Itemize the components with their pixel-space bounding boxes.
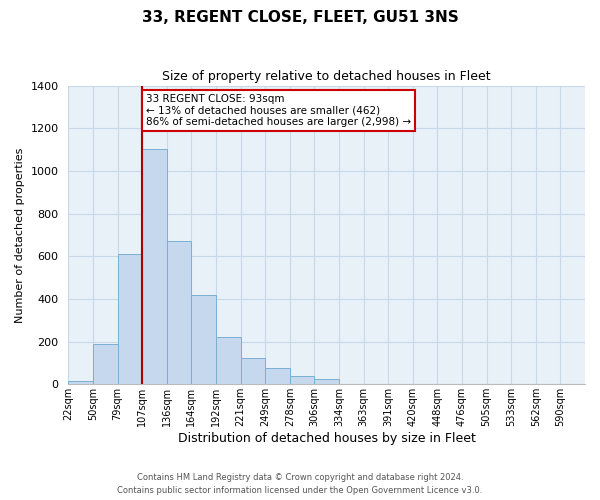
Bar bbox=[290, 376, 314, 384]
Text: Contains HM Land Registry data © Crown copyright and database right 2024.
Contai: Contains HM Land Registry data © Crown c… bbox=[118, 474, 482, 495]
Text: 33 REGENT CLOSE: 93sqm
← 13% of detached houses are smaller (462)
86% of semi-de: 33 REGENT CLOSE: 93sqm ← 13% of detached… bbox=[146, 94, 411, 128]
Bar bbox=[191, 294, 216, 384]
Bar bbox=[93, 344, 118, 384]
Y-axis label: Number of detached properties: Number of detached properties bbox=[15, 147, 25, 322]
Bar bbox=[68, 381, 93, 384]
Bar bbox=[314, 378, 339, 384]
Bar bbox=[216, 338, 241, 384]
Title: Size of property relative to detached houses in Fleet: Size of property relative to detached ho… bbox=[163, 70, 491, 83]
Bar bbox=[118, 254, 142, 384]
Bar bbox=[265, 368, 290, 384]
X-axis label: Distribution of detached houses by size in Fleet: Distribution of detached houses by size … bbox=[178, 432, 476, 445]
Text: 33, REGENT CLOSE, FLEET, GU51 3NS: 33, REGENT CLOSE, FLEET, GU51 3NS bbox=[142, 10, 458, 25]
Bar bbox=[241, 358, 265, 384]
Bar bbox=[167, 242, 191, 384]
Bar bbox=[142, 148, 167, 384]
